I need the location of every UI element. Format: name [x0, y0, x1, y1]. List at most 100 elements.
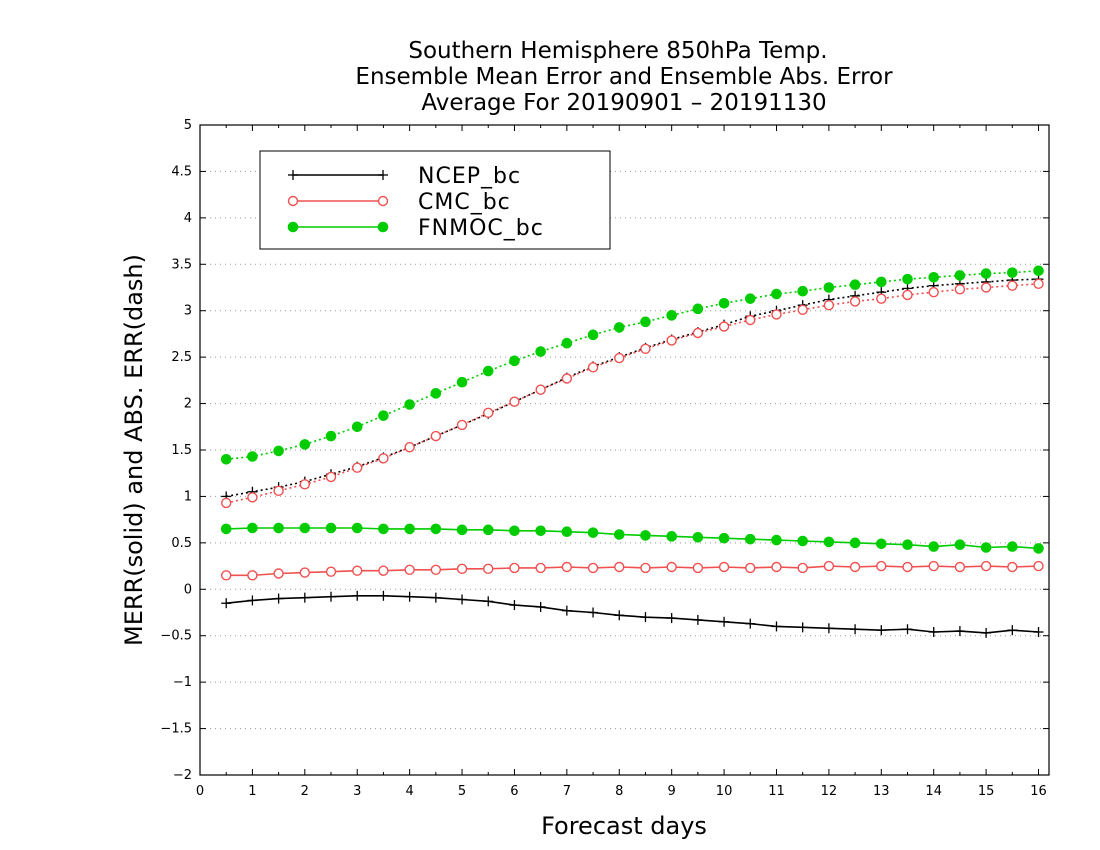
merr-point-fnmoc-bc [430, 523, 442, 535]
merr-point-cmc-bc [771, 561, 782, 573]
merr-point-cmc-bc [247, 570, 258, 581]
abs-err-point-cmc-bc [325, 471, 337, 483]
merr-point-ncep-bc [273, 593, 284, 604]
legend-marker-left-fnmoc-bc [287, 221, 299, 233]
y-tick-label: −1.5 [160, 722, 192, 737]
series-layer [220, 265, 1044, 638]
x-axis-label: Forecast days [541, 812, 707, 840]
abs-err-point-fnmoc-bc [928, 271, 940, 283]
merr-point-cmc-bc [430, 564, 442, 575]
abs-err-point-cmc-bc [587, 362, 599, 373]
x-tick-label: 8 [615, 784, 623, 799]
y-tick-label: 3.5 [171, 257, 192, 272]
merr-point-cmc-bc [483, 563, 494, 575]
merr-point-cmc-bc [587, 562, 599, 574]
abs-err-point-fnmoc-bc [666, 310, 677, 321]
merr-point-cmc-bc [640, 562, 651, 574]
merr-point-cmc-bc [614, 561, 625, 573]
x-tick-label: 13 [873, 784, 890, 799]
merr-point-cmc-bc [561, 561, 573, 573]
y-tick-label: 3 [184, 304, 192, 319]
merr-point-ncep-bc [1033, 627, 1044, 637]
y-tick-label: 0.5 [171, 536, 192, 551]
y-tick-label: 4.5 [171, 164, 192, 179]
abs-err-point-cmc-bc [352, 462, 363, 473]
merr-point-fnmoc-bc [351, 522, 363, 534]
merr-point-fnmoc-bc [587, 527, 599, 538]
merr-point-fnmoc-bc [875, 538, 887, 550]
abs-err-point-cmc-bc [876, 293, 887, 304]
merr-point-ncep-bc [876, 625, 887, 636]
chart-title: Southern Hemisphere 850hPa Temp. Ensembl… [355, 38, 893, 116]
merr-point-ncep-bc [719, 616, 730, 627]
abs-err-point-cmc-bc [430, 430, 442, 442]
merr-point-ncep-bc [928, 627, 939, 637]
merr-point-cmc-bc [902, 561, 913, 573]
merr-point-fnmoc-bc [220, 523, 232, 535]
abs-err-point-fnmoc-bc [849, 279, 861, 291]
x-tick-label: 14 [925, 784, 942, 799]
merr-point-cmc-bc [954, 561, 966, 573]
x-tick-label: 3 [353, 784, 361, 799]
merr-point-fnmoc-bc [1033, 543, 1044, 554]
y-axis-label: MERR(solid) and ABS. ERR(dash) [120, 254, 148, 646]
abs-err-point-fnmoc-bc [535, 346, 546, 357]
abs-err-point-fnmoc-bc [482, 365, 494, 377]
merr-line-fnmoc-bc [226, 527, 1039, 550]
merr-point-fnmoc-bc [404, 523, 415, 535]
abs-err-line-ncep-bc [226, 278, 1039, 498]
y-tick-label: 5 [184, 118, 192, 133]
abs-err-point-fnmoc-bc [692, 303, 704, 315]
title-line-3: Average For 20190901 – 20191130 [421, 90, 826, 116]
abs-err-point-fnmoc-bc [640, 316, 651, 328]
axis-ticks [199, 124, 1049, 776]
abs-err-point-fnmoc-bc [247, 451, 258, 462]
merr-point-cmc-bc [299, 567, 311, 578]
abs-err-point-fnmoc-bc [771, 288, 782, 300]
merr-point-ncep-bc [326, 591, 337, 602]
abs-err-point-cmc-bc [849, 296, 861, 307]
y-tick-label: 0 [184, 582, 192, 597]
merr-point-cmc-bc [404, 564, 415, 575]
abs-err-point-fnmoc-bc [273, 445, 284, 457]
abs-err-point-cmc-bc [823, 299, 835, 311]
x-tick-label: 5 [458, 784, 466, 799]
merr-point-ncep-bc [588, 607, 599, 618]
merr-point-fnmoc-bc [823, 536, 835, 548]
merr-point-fnmoc-bc [692, 531, 704, 543]
y-tick-label: 2 [184, 397, 192, 412]
merr-point-fnmoc-bc [299, 522, 311, 534]
merr-point-cmc-bc [1033, 560, 1044, 572]
legend-entry-ncep-bc: NCEP_bc [288, 164, 520, 189]
abs-err-point-cmc-bc [666, 335, 677, 346]
merr-point-ncep-bc [457, 594, 468, 605]
abs-err-point-fnmoc-bc [220, 453, 232, 465]
merr-point-ncep-bc [981, 627, 992, 638]
merr-point-ncep-bc [378, 590, 389, 601]
merr-point-fnmoc-bc [378, 523, 389, 535]
abs-err-point-cmc-bc [718, 321, 730, 332]
merr-point-ncep-bc [614, 610, 625, 621]
merr-point-ncep-bc [666, 613, 677, 624]
y-tick-label: 1.5 [171, 443, 192, 458]
abs-err-point-fnmoc-bc [509, 355, 520, 367]
abs-err-point-fnmoc-bc [875, 276, 887, 288]
y-tick-label: −1 [173, 675, 192, 690]
y-tick-label: −0.5 [160, 629, 192, 644]
merr-point-ncep-bc [745, 618, 756, 629]
merr-point-cmc-bc [849, 561, 861, 573]
abs-err-point-cmc-bc [378, 453, 389, 464]
abs-err-point-cmc-bc [771, 309, 782, 320]
merr-point-fnmoc-bc [849, 537, 861, 549]
abs-err-point-cmc-bc [483, 407, 494, 419]
merr-point-cmc-bc [980, 560, 992, 572]
abs-err-point-cmc-bc [797, 304, 808, 315]
series-ncep-bc [221, 274, 1044, 638]
merr-point-ncep-bc [221, 598, 232, 609]
y-tick-label: 2.5 [171, 350, 192, 365]
y-tick-labels: −2 −1.5 −1 −0.5 0 0.5 1 1.5 2 2.5 3 3.5 4 4.5 5 [160, 118, 192, 783]
merr-line-cmc-bc [226, 565, 1039, 577]
merr-point-ncep-bc [535, 601, 546, 612]
